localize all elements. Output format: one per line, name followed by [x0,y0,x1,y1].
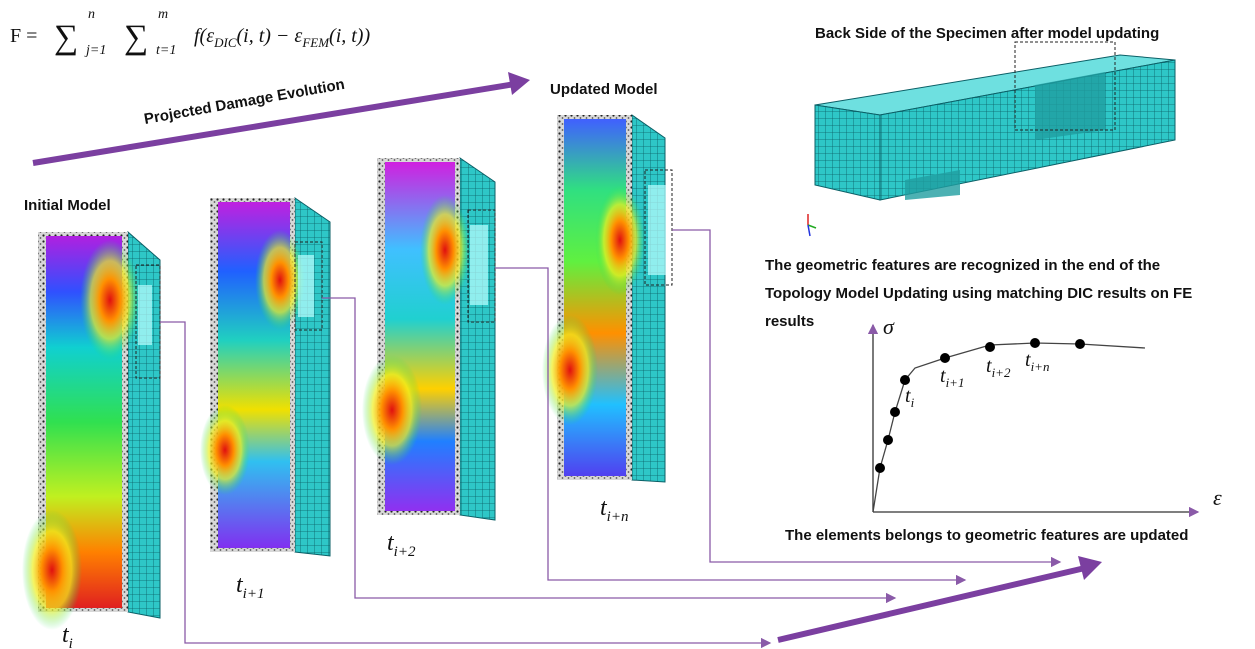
point-label: ti+1 [940,365,964,390]
description-line: Topology Model Updating using matching D… [765,285,1192,302]
arrow-head [508,72,530,95]
time-sub: i+n [1031,359,1050,374]
sum-upper: n [88,7,95,22]
sum-lower: t=1 [156,43,176,58]
hot-zone [595,185,645,295]
time-sub: i [69,636,73,649]
formula-part: f(ε [194,25,214,47]
time-sub: i+1 [243,586,265,602]
arrow-label: Projected Damage Evolution [143,76,346,128]
description-line: The geometric features are recognized in… [765,257,1160,274]
time-sub: i+n [607,509,629,525]
specimen-end [815,105,880,200]
hot-zone [22,510,82,630]
point-label: ti [905,385,915,410]
sum-upper: m [158,7,168,22]
description-line: results [765,313,814,330]
model: Updated Model ti+n [542,81,672,525]
back-side-title: Back Side of the Specimen after model up… [815,25,1159,42]
time-label: ti+1 [236,572,264,602]
feature [470,225,488,305]
time-sub: i+2 [394,544,416,560]
time-label: ti [62,622,73,649]
y-axis-label: σ [883,314,895,339]
model-label: Updated Model [550,81,658,98]
formula-sub: FEM [301,35,330,50]
axis-triad [808,214,816,236]
time-sub: i+1 [946,375,965,390]
formula-lhs: F = [10,25,37,47]
time-label: ti+2 [387,530,416,560]
formula-sub: DIC [213,35,237,50]
hot-zone [255,230,305,330]
model: Initial Model ti [22,197,160,649]
model: ti+1 [200,198,330,602]
model-label: Initial Model [24,197,111,214]
back-specimen: Back Side of the Specimen after model up… [808,25,1175,236]
footer-text: The elements belongs to geometric featur… [785,527,1188,544]
hot-zone [200,405,250,495]
point-label: ti+n [1025,349,1049,374]
time-label: ti+n [600,495,628,525]
arrow-head [1078,556,1102,580]
formula: F = ∑ n j=1 ∑ m t=1 f(εDIC(i, t) − εFEM(… [10,7,370,58]
figure: F = ∑ n j=1 ∑ m t=1 f(εDIC(i, t) − εFEM(… [0,0,1255,649]
sum-lower: j=1 [84,43,106,58]
stress-strain-graph: σ ε ti ti+1 ti+2 ti+n [873,314,1222,512]
hot-zone [420,195,470,305]
hot-zone [80,240,140,360]
feature [138,285,152,345]
formula-part: (i, t)) [329,25,370,47]
x-axis-label: ε [1213,485,1222,510]
hot-zone [542,315,598,425]
point-label: ti+2 [986,355,1011,380]
time-sub: i [911,395,915,410]
feature [648,185,666,275]
model: ti+2 [362,158,495,560]
mesh-side [460,158,495,520]
time-sub: i+2 [992,365,1011,380]
formula-body: f(εDIC(i, t) − εFEM(i, t)) [194,25,370,50]
feature [298,255,314,317]
update-arrow [778,568,1085,640]
hot-zone [362,355,422,465]
sum-symbol: ∑ [54,19,78,56]
sum-symbol: ∑ [124,19,148,56]
formula-part: (i, t) − ε [237,25,303,47]
